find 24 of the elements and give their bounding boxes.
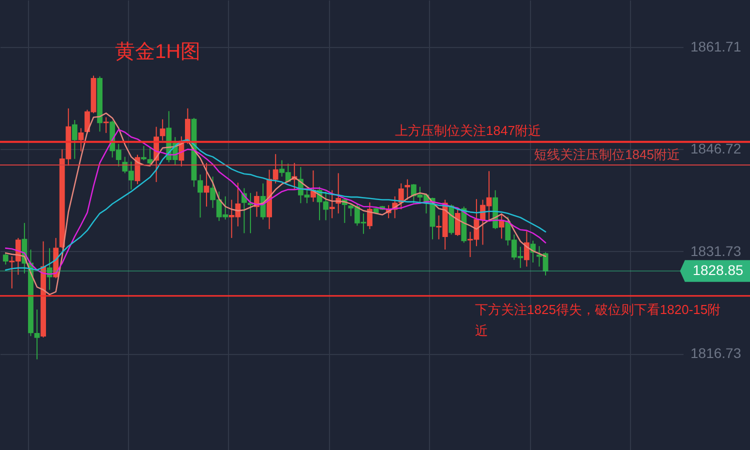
candlestick bbox=[398, 182, 404, 210]
y-tick-label: 1846.72 bbox=[690, 140, 742, 157]
ref-line-label: 短线关注压制位1845附近 bbox=[534, 147, 680, 162]
candlestick bbox=[329, 190, 335, 219]
candlestick bbox=[198, 174, 203, 218]
candlestick bbox=[454, 208, 460, 236]
ref-line-label: 下方关注1825得失，破位则下看1820-15附近 bbox=[475, 302, 721, 338]
candlestick bbox=[404, 178, 410, 200]
candlestick bbox=[34, 309, 40, 360]
ref-line-label: 1828.85 bbox=[692, 262, 744, 278]
text: 黄金1H图 bbox=[115, 41, 201, 63]
candlestick bbox=[2, 252, 8, 266]
y-tick-label: 1831.73 bbox=[690, 242, 742, 259]
candlestick bbox=[204, 162, 210, 208]
candlestick bbox=[160, 118, 166, 141]
candlestick bbox=[184, 108, 190, 144]
y-tick-label: 1861.71 bbox=[690, 38, 742, 54]
candlestick bbox=[367, 202, 372, 230]
candlestick bbox=[524, 230, 530, 268]
candlestick bbox=[78, 128, 84, 152]
candlestick bbox=[103, 116, 109, 134]
ref-line-label: 上方压制位关注1847附近 bbox=[395, 122, 541, 138]
candlestick bbox=[72, 120, 78, 160]
y-tick-label: 1816.73 bbox=[690, 345, 742, 362]
